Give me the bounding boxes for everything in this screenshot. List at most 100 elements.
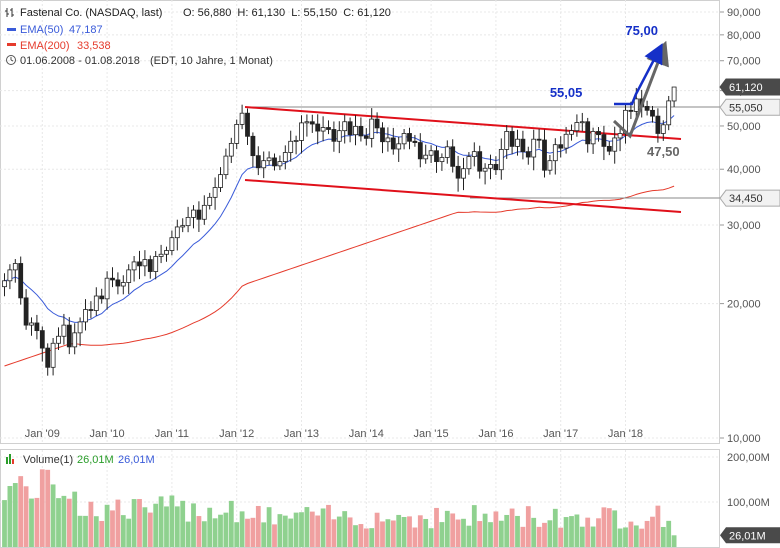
volume-bar [158, 496, 164, 547]
volume-bar [390, 520, 396, 547]
volume-bar [2, 500, 7, 547]
candle-down [99, 295, 105, 300]
candle-down [596, 131, 601, 136]
candle-up [158, 253, 164, 257]
candle-up [471, 151, 477, 157]
time-axis: Jan '09 Jan '10 Jan '11 Jan '12 Jan '13 Jan '… [25, 428, 643, 440]
candle-down [655, 115, 661, 134]
volume-bar [7, 486, 13, 547]
candle-down [558, 144, 564, 149]
volume-bar [455, 519, 461, 547]
candle-up [261, 160, 267, 169]
ema200-value: 33,538 [77, 40, 111, 52]
candle-down [509, 131, 515, 147]
candle-down [390, 137, 396, 150]
volume-bar [191, 503, 196, 547]
chart-header: Fastenal Co. (NASDAQ, last) O: 56,880 H:… [5, 7, 391, 67]
volume-bar [347, 517, 353, 547]
price-marker-box [719, 78, 780, 96]
chart-type-icon[interactable] [5, 8, 14, 17]
candle-down [347, 121, 353, 136]
volume-bar [385, 519, 391, 547]
candle-up [164, 250, 169, 255]
candle-up [223, 155, 229, 176]
volume-bar [315, 515, 321, 547]
volume-bar [72, 491, 78, 547]
volume-bars [2, 469, 677, 547]
volume-bar [142, 507, 148, 547]
volume-bar [466, 525, 472, 547]
volume-bar [99, 520, 105, 547]
volume-bar [644, 520, 650, 547]
volume-bar [126, 518, 132, 547]
candle-up [266, 157, 272, 162]
volume-bar [320, 508, 326, 547]
candle-up [104, 277, 110, 300]
candle-up [342, 121, 348, 132]
candle-down [477, 151, 483, 172]
volume-bar [531, 517, 537, 547]
volume-bar [115, 499, 121, 547]
price-tick-label: 50,000 [727, 121, 761, 133]
volume-bar [660, 526, 666, 547]
volume-bar [450, 513, 456, 547]
price-tick-label: 10,000 [727, 433, 761, 445]
volume-bar [590, 526, 596, 547]
candle-down [255, 155, 261, 169]
volume-bar [201, 521, 207, 547]
candle-down [434, 150, 439, 163]
volume-bar [547, 520, 553, 547]
clock-icon [6, 55, 16, 65]
volume-bar [272, 524, 277, 547]
volume-bar [164, 506, 169, 547]
candle-up [126, 269, 132, 283]
ema200-line [4, 185, 675, 367]
volume-bar [650, 516, 655, 547]
volume-bar [493, 511, 499, 547]
volume-bar [396, 514, 402, 547]
candle-up [277, 161, 283, 167]
volume-bar [66, 498, 72, 547]
volume-axis: 200,00M 100,00M 26,01M [720, 452, 780, 544]
candle-down [315, 123, 321, 132]
volume-bar [558, 527, 564, 547]
volume-bar [417, 515, 423, 547]
candle-down [644, 106, 650, 111]
volume-bar [104, 504, 110, 547]
candle-down [363, 135, 369, 139]
candle-up [579, 121, 585, 124]
candle-up [617, 133, 623, 139]
candle-up [120, 282, 126, 287]
candle-up [320, 127, 326, 132]
volume-bar [428, 528, 434, 547]
candle-up [590, 131, 596, 145]
candle-up [29, 322, 34, 326]
volume-header: Volume(1) 26,01M 26,01M [6, 454, 155, 466]
volume-bar [358, 524, 364, 547]
candle-up [191, 209, 196, 218]
ema50-legend-swatch [7, 28, 16, 31]
volume-marker-box [720, 527, 780, 544]
candle-down [34, 322, 40, 332]
candle-down [493, 164, 499, 171]
volume-icon [6, 454, 14, 464]
candle-down [358, 125, 364, 137]
volume-bar [439, 522, 445, 547]
candle-down [245, 112, 250, 137]
annotations: 75,00 55,05 47,50 [550, 23, 680, 159]
volume-bar [56, 498, 61, 547]
candle-up [504, 131, 510, 150]
volume-bar [552, 508, 558, 547]
candle-down [650, 109, 655, 117]
volume-bar [83, 515, 88, 547]
candle-up [660, 124, 666, 134]
volume-bar [34, 497, 40, 547]
volume-bar [407, 516, 412, 547]
volume-bar [228, 500, 234, 547]
candle-down [39, 330, 45, 349]
candle-down [115, 279, 121, 287]
ema200-legend-swatch [7, 43, 16, 46]
volume-tick-label: 200,00M [727, 452, 770, 464]
volume-bar [299, 512, 304, 547]
